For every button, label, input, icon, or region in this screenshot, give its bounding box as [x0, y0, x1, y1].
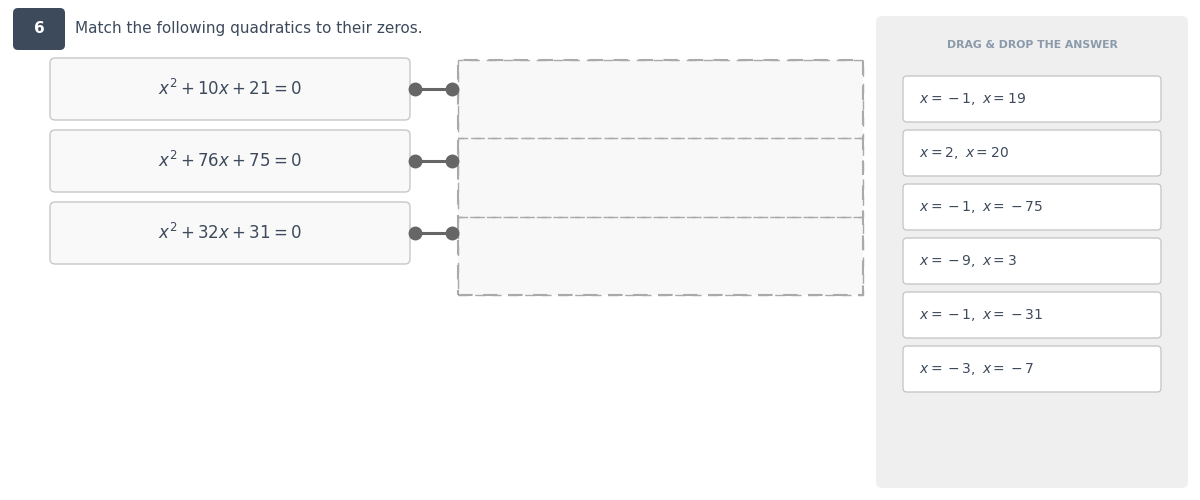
FancyBboxPatch shape — [876, 16, 1188, 488]
FancyBboxPatch shape — [904, 184, 1162, 230]
FancyBboxPatch shape — [904, 130, 1162, 176]
FancyBboxPatch shape — [50, 130, 410, 192]
Bar — [458, 138, 863, 216]
Text: $x^2 + 32x + 31 = 0$: $x^2 + 32x + 31 = 0$ — [158, 223, 302, 243]
Text: $x = -9, \ x = 3$: $x = -9, \ x = 3$ — [919, 253, 1018, 269]
Text: $x = 2, \ x = 20$: $x = 2, \ x = 20$ — [919, 145, 1009, 161]
FancyBboxPatch shape — [904, 292, 1162, 338]
Text: Match the following quadratics to their zeros.: Match the following quadratics to their … — [74, 21, 422, 36]
Text: $x = -3, \ x = -7$: $x = -3, \ x = -7$ — [919, 361, 1034, 377]
FancyBboxPatch shape — [50, 202, 410, 264]
Text: $x^2 + 76x + 75 = 0$: $x^2 + 76x + 75 = 0$ — [158, 151, 302, 171]
FancyBboxPatch shape — [904, 238, 1162, 284]
Text: $x^2 + 10x + 21 = 0$: $x^2 + 10x + 21 = 0$ — [158, 79, 302, 99]
FancyBboxPatch shape — [904, 76, 1162, 122]
FancyBboxPatch shape — [13, 8, 65, 50]
Text: $x = -1, \ x = 19$: $x = -1, \ x = 19$ — [919, 91, 1026, 107]
Text: 6: 6 — [34, 21, 44, 36]
Text: $x = -1, \ x = -31$: $x = -1, \ x = -31$ — [919, 307, 1043, 323]
FancyBboxPatch shape — [904, 346, 1162, 392]
Bar — [458, 216, 863, 295]
Bar — [458, 60, 863, 295]
Text: $x = -1, \ x = -75$: $x = -1, \ x = -75$ — [919, 199, 1043, 215]
FancyBboxPatch shape — [50, 58, 410, 120]
Text: DRAG & DROP THE ANSWER: DRAG & DROP THE ANSWER — [947, 40, 1117, 50]
Bar — [458, 60, 863, 138]
